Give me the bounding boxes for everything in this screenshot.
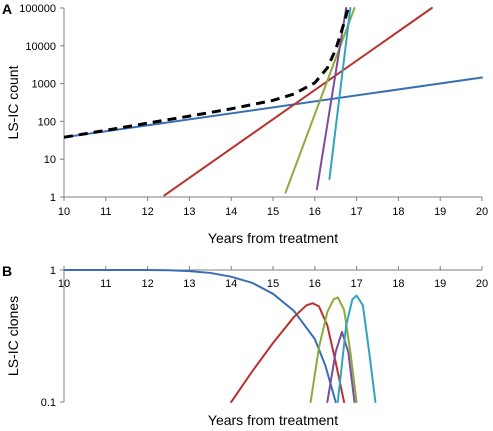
x-tick-label: 13 (183, 278, 195, 290)
y-axis-title: LS-IC clones (5, 296, 21, 376)
x-axis-title: Years from treatment (208, 230, 338, 246)
y-tick-label: 100 (38, 116, 56, 128)
x-tick-label: 15 (267, 278, 279, 290)
series-line-4 (315, 7, 348, 191)
x-tick-label: 19 (434, 278, 446, 290)
x-tick-label: 15 (267, 206, 279, 218)
series-line-1 (64, 269, 337, 403)
x-tick-label: 18 (392, 278, 404, 290)
series-line-3 (284, 7, 356, 194)
y-tick-label: 10000 (25, 41, 56, 53)
x-tick-label: 17 (350, 278, 362, 290)
y-tick-label: 10 (44, 154, 56, 166)
x-tick-label: 11 (100, 206, 111, 218)
x-tick-label: 13 (183, 206, 195, 218)
y-tick-label: 0.1 (41, 397, 56, 409)
x-tick-label: 10 (58, 278, 70, 290)
series-group (64, 7, 483, 197)
x-tick-label: 14 (225, 278, 237, 290)
x-tick-label: 16 (309, 206, 321, 218)
series-group (64, 269, 377, 403)
series-line-2 (230, 302, 346, 403)
x-tick-label: 14 (225, 206, 237, 218)
x-tick-label: 12 (141, 278, 153, 290)
x-tick-label: 10 (58, 206, 70, 218)
y-axis-title: LS-IC count (5, 65, 21, 139)
x-tick-label: 16 (309, 278, 321, 290)
panel-label: A (2, 1, 12, 17)
series-line-6 (64, 7, 350, 139)
x-axis-title: Years from treatment (208, 412, 338, 428)
x-tick-label: 20 (476, 278, 488, 290)
x-tick-label: 19 (434, 206, 446, 218)
y-tick-label: 1000 (32, 79, 56, 91)
series-line-5 (336, 294, 377, 403)
x-tick-label: 20 (476, 206, 488, 218)
series-line-3 (309, 296, 358, 403)
x-tick-label: 18 (392, 206, 404, 218)
panel-label: B (2, 263, 12, 279)
series-line-1 (64, 76, 483, 139)
y-tick-label: 1 (50, 265, 56, 277)
y-tick-label: 100000 (19, 3, 56, 15)
x-tick-label: 17 (350, 206, 362, 218)
y-tick-label: 1 (50, 192, 56, 204)
series-line-5 (328, 7, 352, 180)
x-tick-label: 11 (100, 278, 111, 290)
x-tick-label: 12 (141, 206, 153, 218)
series-line-2 (163, 7, 433, 197)
series-line-4 (326, 330, 356, 403)
chart-panel-B: 0.1 110 11 12 13 14 15 16 17 18 19 20 Years from tre… (2, 263, 488, 428)
